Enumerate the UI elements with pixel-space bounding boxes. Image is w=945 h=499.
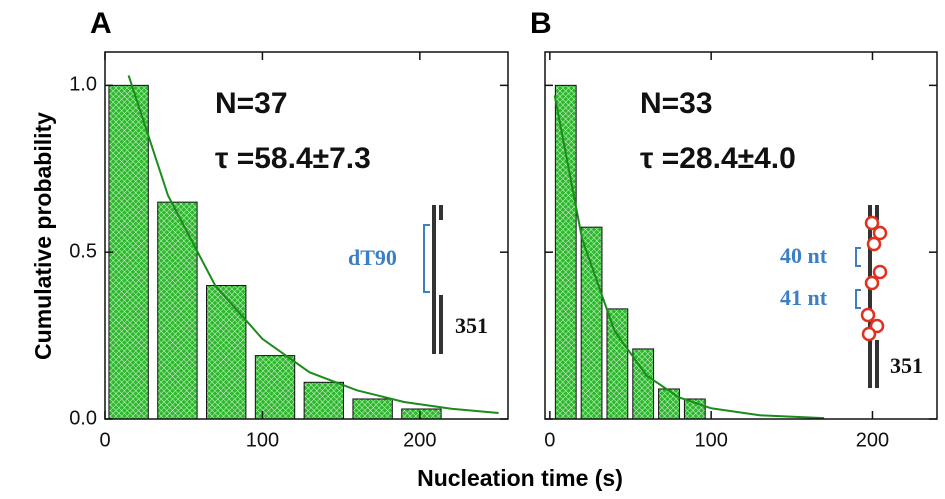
bar xyxy=(206,285,247,420)
x-tick-label: 0 xyxy=(544,429,555,451)
plot-frame xyxy=(544,51,938,420)
annotation: N=37 xyxy=(215,87,288,120)
bar xyxy=(254,355,296,420)
annotation: 351 xyxy=(890,353,923,378)
annotation: τ =28.4±4.0 xyxy=(640,142,796,175)
bar xyxy=(352,398,393,420)
annotation: 40 nt xyxy=(780,243,828,268)
bar xyxy=(554,84,577,420)
y-tick-label: 0.5 xyxy=(69,240,97,262)
x-tick-label: 0 xyxy=(99,429,110,451)
annotation: τ =58.4±7.3 xyxy=(215,142,371,175)
panel-label: A xyxy=(90,7,112,40)
x-tick-label: 100 xyxy=(694,429,727,451)
annotation: 41 nt xyxy=(780,285,828,310)
bar xyxy=(658,388,680,420)
bar xyxy=(157,201,198,420)
x-tick-label: 200 xyxy=(403,429,436,451)
bar xyxy=(303,381,345,420)
annotation: 351 xyxy=(455,313,488,338)
x-tick-label: 200 xyxy=(856,429,889,451)
dna-schematic xyxy=(423,205,443,354)
annotation: N=33 xyxy=(640,87,713,120)
annotation: dT90 xyxy=(348,245,397,270)
y-axis-label: Cumulative probability xyxy=(30,112,56,360)
bar xyxy=(606,308,629,420)
x-axis-label: Nucleation time (s) xyxy=(417,465,623,491)
bar xyxy=(108,84,149,420)
dna-schematic xyxy=(855,205,888,388)
panel-label: B xyxy=(530,7,552,40)
bar xyxy=(580,226,603,420)
x-tick-label: 100 xyxy=(246,429,279,451)
plot-frame xyxy=(104,51,509,420)
fit-curve xyxy=(553,95,825,420)
fit-curve xyxy=(127,75,499,414)
bar xyxy=(401,408,442,420)
y-tick-label: 0.0 xyxy=(69,407,97,429)
y-tick-label: 1.0 xyxy=(69,74,97,96)
